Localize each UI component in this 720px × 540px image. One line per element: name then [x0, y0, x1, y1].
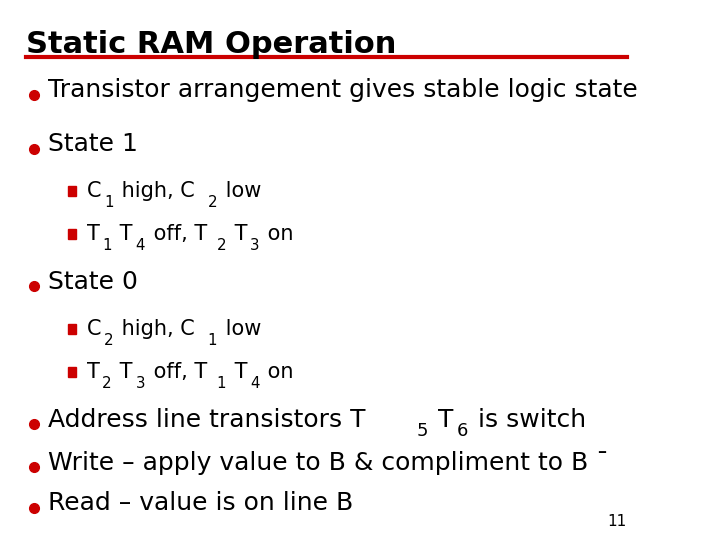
Text: 11: 11 [608, 514, 627, 529]
Text: off, T: off, T [147, 224, 207, 244]
Text: 4: 4 [251, 376, 260, 391]
Text: 1: 1 [102, 238, 112, 253]
Text: C: C [87, 319, 102, 339]
Text: T: T [87, 362, 100, 382]
Text: 6: 6 [456, 422, 468, 440]
Text: on: on [261, 224, 294, 244]
Text: on: on [261, 362, 294, 382]
Text: T: T [113, 224, 132, 244]
Bar [68, 324, 76, 334]
Text: Static RAM Operation: Static RAM Operation [26, 30, 396, 59]
Text: 1: 1 [104, 195, 114, 210]
Text: Write – apply value to B & compliment to B ¯: Write – apply value to B & compliment to… [48, 451, 609, 475]
Text: 5: 5 [416, 422, 428, 440]
Text: low: low [219, 181, 261, 201]
Text: 2: 2 [207, 195, 217, 210]
Bar [68, 230, 76, 239]
Text: 3: 3 [251, 238, 260, 253]
Text: State 1: State 1 [48, 132, 138, 156]
Text: T: T [430, 408, 453, 431]
Text: 1: 1 [207, 333, 217, 348]
Text: 1: 1 [217, 376, 226, 391]
Text: low: low [219, 319, 261, 339]
Text: Read – value is on line B: Read – value is on line B [48, 491, 354, 515]
Text: 2: 2 [104, 333, 114, 348]
Bar [68, 367, 76, 377]
Text: 4: 4 [136, 238, 145, 253]
Text: 3: 3 [136, 376, 145, 391]
Text: C: C [87, 181, 102, 201]
Text: 2: 2 [102, 376, 112, 391]
Text: T: T [113, 362, 132, 382]
Text: off, T: off, T [147, 362, 207, 382]
Text: high, C: high, C [115, 319, 195, 339]
Text: T: T [228, 362, 247, 382]
Bar [68, 186, 76, 196]
Text: Transistor arrangement gives stable logic state: Transistor arrangement gives stable logi… [48, 78, 638, 102]
Text: State 0: State 0 [48, 270, 138, 294]
Text: is switch: is switch [470, 408, 586, 431]
Text: Address line transistors T: Address line transistors T [48, 408, 366, 431]
Text: T: T [228, 224, 247, 244]
Text: T: T [87, 224, 100, 244]
Text: 2: 2 [217, 238, 226, 253]
Text: high, C: high, C [115, 181, 195, 201]
